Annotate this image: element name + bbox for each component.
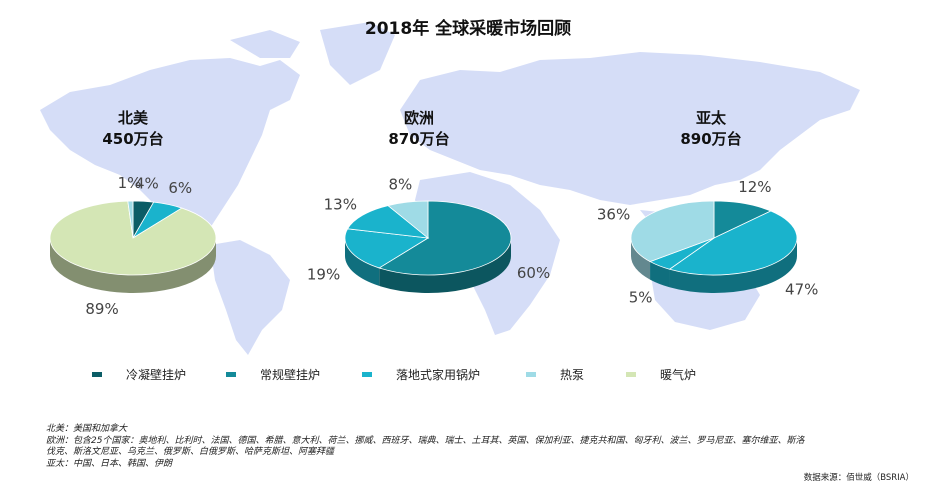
pie-slice bbox=[127, 200, 134, 239]
legend-item-heat-pump: 热泵 bbox=[526, 366, 584, 383]
pie-2: 12% 47% 5% 36% bbox=[597, 178, 818, 306]
pie-slice-side bbox=[669, 238, 797, 294]
pie-slice-side bbox=[345, 238, 380, 286]
legend-label: 冷凝壁挂炉 bbox=[126, 368, 187, 382]
region-label-europe: 欧洲 870万台 bbox=[339, 108, 499, 150]
footnote-north-america: 北美：美国和加拿大 bbox=[46, 424, 128, 434]
pie-data-label: 13% bbox=[324, 195, 357, 213]
pie-data-label: 60% bbox=[517, 264, 550, 282]
pie-data-label: 5% bbox=[629, 288, 653, 306]
pie-slice bbox=[630, 200, 715, 263]
region-units: 870万台 bbox=[388, 130, 450, 148]
legend-label: 暖气炉 bbox=[660, 368, 697, 382]
pie-slice bbox=[387, 200, 429, 239]
region-title: 北美 bbox=[117, 109, 148, 127]
pie-data-label: 19% bbox=[307, 266, 340, 284]
pie-slice-side bbox=[50, 238, 216, 293]
region-label-asia-pacific: 亚太 890万台 bbox=[631, 108, 791, 150]
legend-label: 常规壁挂炉 bbox=[260, 368, 321, 382]
region-title: 亚太 bbox=[695, 109, 726, 127]
pie-slice bbox=[344, 228, 430, 269]
pie-data-label: 36% bbox=[597, 206, 630, 224]
legend-label: 落地式家用锅炉 bbox=[396, 368, 481, 382]
legend-item-condensing: 冷凝壁挂炉 bbox=[92, 366, 186, 383]
footnote-asia-pacific: 亚太：中国、日本、韩国、伊朗 bbox=[46, 458, 173, 469]
region-units: 450万台 bbox=[102, 130, 164, 148]
world-map-background bbox=[40, 22, 860, 355]
pie-data-label: 47% bbox=[785, 281, 818, 299]
pie-data-label: 12% bbox=[738, 178, 771, 196]
legend-item-conventional: 常规壁挂炉 bbox=[226, 366, 320, 383]
legend-swatch bbox=[526, 372, 536, 377]
chart-title: 2018年 全球采暖市场回顾 bbox=[364, 19, 572, 39]
data-source: 数据来源：佰世威（BSRIA） bbox=[803, 473, 914, 483]
pie-slice-side bbox=[631, 238, 651, 280]
footnote-europe: 欧洲：包含25个国家：奥地利、比利时、法国、德国、希腊、意大利、荷兰、挪威、西班… bbox=[46, 435, 805, 458]
legend-item-floor-standing: 落地式家用锅炉 bbox=[362, 366, 480, 383]
pie-slice bbox=[668, 210, 798, 276]
region-units: 890万台 bbox=[680, 130, 742, 148]
pie-slice bbox=[713, 200, 772, 239]
pie-data-label: 4% bbox=[135, 174, 159, 192]
legend-swatch bbox=[626, 372, 636, 377]
pie-slice bbox=[378, 200, 512, 276]
pie-charts: 4% 6% 89% 1% 60% 19% 13% 8% 12% 47% 5% 36% bbox=[49, 174, 818, 318]
pie-slice bbox=[49, 200, 217, 276]
pie-0: 4% 6% 89% 1% bbox=[49, 174, 217, 318]
chart-legend: 冷凝壁挂炉 常规壁挂炉 落地式家用锅炉 热泵 暖气炉 bbox=[0, 366, 936, 386]
footnotes: 北美：美国和加拿大 欧洲：包含25个国家：奥地利、比利时、法国、德国、希腊、意大… bbox=[46, 424, 806, 470]
pie-data-label: 8% bbox=[388, 176, 412, 194]
pie-slice-side bbox=[379, 238, 511, 293]
pie-data-label: 89% bbox=[85, 300, 118, 318]
pie-data-label: 1% bbox=[118, 174, 142, 192]
legend-swatch bbox=[226, 372, 236, 377]
pie-data-label: 6% bbox=[168, 179, 192, 197]
legend-label: 热泵 bbox=[560, 368, 585, 382]
region-label-north-america: 北美 450万台 bbox=[53, 108, 213, 150]
legend-item-furnace: 暖气炉 bbox=[626, 366, 696, 383]
region-title: 欧洲 bbox=[403, 109, 434, 127]
legend-swatch bbox=[92, 372, 102, 377]
pie-1: 60% 19% 13% 8% bbox=[307, 176, 550, 293]
legend-swatch bbox=[362, 372, 372, 377]
pie-slice bbox=[346, 205, 430, 239]
